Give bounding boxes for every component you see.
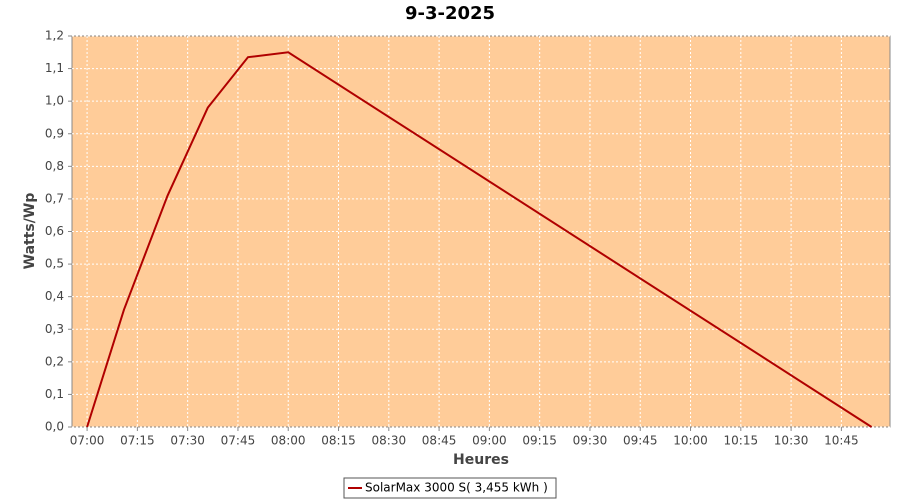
x-tick-label: 09:00 bbox=[472, 434, 507, 448]
x-tick-label: 10:45 bbox=[824, 434, 859, 448]
y-axis-label: Watts/Wp bbox=[22, 193, 38, 270]
x-tick-label: 10:30 bbox=[774, 434, 809, 448]
y-tick-label: 0,5 bbox=[45, 257, 64, 271]
legend-box bbox=[343, 477, 557, 499]
x-tick-label: 08:45 bbox=[422, 434, 457, 448]
x-tick-label: 09:30 bbox=[573, 434, 608, 448]
x-tick-label: 09:45 bbox=[623, 434, 658, 448]
x-tick-label: 07:00 bbox=[70, 434, 105, 448]
x-tick-label: 07:15 bbox=[120, 434, 155, 448]
y-tick-label: 1,1 bbox=[45, 61, 64, 75]
legend: SolarMax 3000 S( 3,455 kWh ) bbox=[343, 477, 557, 499]
x-tick-label: 08:15 bbox=[321, 434, 356, 448]
x-tick-label: 07:30 bbox=[170, 434, 205, 448]
y-tick-label: 0,2 bbox=[45, 354, 64, 368]
y-tick-label: 0,8 bbox=[45, 159, 64, 173]
y-tick-label: 0,1 bbox=[45, 387, 64, 401]
y-tick-label: 0,4 bbox=[45, 289, 64, 303]
y-tick-label: 1,2 bbox=[45, 29, 64, 43]
x-tick-label: 07:45 bbox=[221, 434, 256, 448]
x-tick-label: 08:00 bbox=[271, 434, 306, 448]
y-tick-label: 0,0 bbox=[45, 420, 64, 434]
x-tick-label: 10:15 bbox=[724, 434, 759, 448]
x-tick-label: 09:15 bbox=[522, 434, 557, 448]
x-tick-label: 08:30 bbox=[372, 434, 407, 448]
data-line bbox=[86, 51, 873, 428]
y-tick-label: 0,3 bbox=[45, 322, 64, 336]
x-axis-label: Heures bbox=[453, 452, 509, 468]
y-tick-label: 0,6 bbox=[45, 224, 64, 238]
y-tick-label: 0,7 bbox=[45, 191, 64, 205]
y-tick-label: 1,0 bbox=[45, 94, 64, 108]
chart-title: 9-3-2025 bbox=[405, 3, 495, 24]
y-tick-label: 0,9 bbox=[45, 126, 64, 140]
legend-label: SolarMax 3000 S( 3,455 kWh ) bbox=[365, 481, 548, 495]
x-tick-label: 10:00 bbox=[673, 434, 708, 448]
